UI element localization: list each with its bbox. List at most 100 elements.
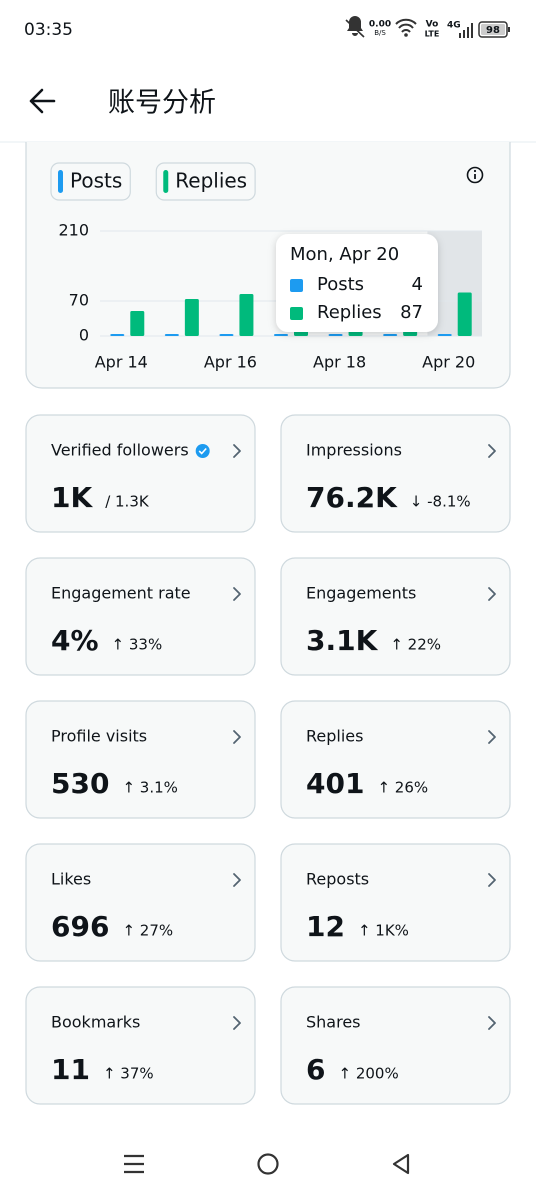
info-icon[interactable] bbox=[466, 166, 484, 184]
verified-badge bbox=[195, 444, 210, 458]
metric-card-bg[interactable] bbox=[25, 843, 256, 962]
battery-tip bbox=[508, 27, 510, 32]
bar bbox=[383, 334, 398, 336]
metric-change: ↑ 1K% bbox=[358, 922, 409, 940]
chevron[interactable] bbox=[233, 873, 241, 887]
metric-card-bg[interactable] bbox=[25, 414, 256, 533]
metric-label: Bookmarks bbox=[51, 1013, 140, 1032]
chevron[interactable] bbox=[233, 444, 241, 458]
mute-icon bbox=[347, 16, 363, 36]
tooltip: Mon, Apr 20 Posts 4 Replies 87 bbox=[276, 234, 438, 332]
chevron[interactable] bbox=[488, 1016, 496, 1030]
net-speed-unit: B/S bbox=[374, 29, 386, 37]
bar bbox=[110, 334, 125, 336]
chevron[interactable] bbox=[233, 587, 241, 601]
bar bbox=[437, 334, 452, 336]
metric-label: Likes bbox=[51, 870, 91, 889]
metric-card-bg[interactable] bbox=[280, 700, 511, 819]
metric-label: Engagement rate bbox=[51, 584, 191, 603]
metric-card[interactable]: Bookmarks 11 ↑ 37% bbox=[25, 986, 256, 1105]
metric-value: 696 bbox=[51, 910, 109, 943]
bar bbox=[328, 334, 343, 336]
wifi-dot bbox=[404, 33, 408, 37]
verified-check bbox=[198, 447, 207, 455]
metric-label: Shares bbox=[306, 1013, 361, 1032]
metric-card[interactable]: Likes 696 ↑ 27% bbox=[25, 843, 256, 962]
legend-label: Posts bbox=[70, 169, 122, 193]
metric-detail: / 1.3K bbox=[105, 493, 150, 511]
metric-card-bg[interactable] bbox=[280, 843, 511, 962]
x-tick-label: Apr 18 bbox=[313, 353, 366, 372]
legend-chip[interactable] bbox=[50, 162, 131, 201]
metric-value: 11 bbox=[51, 1053, 90, 1086]
nav-back[interactable] bbox=[392, 1153, 410, 1175]
metric-value: 530 bbox=[51, 767, 109, 800]
metric-card[interactable]: Impressions 76.2K ↓ -8.1% bbox=[280, 414, 511, 533]
tooltip-swatch bbox=[290, 307, 303, 320]
info-dot[interactable] bbox=[473, 169, 477, 173]
metric-grid: Verified followers 1K / 1.3K Impressions 76.… bbox=[25, 414, 511, 1105]
page-title: 账号分析 bbox=[108, 88, 216, 119]
bar bbox=[130, 311, 145, 336]
metric-label: Engagements bbox=[306, 584, 416, 603]
status-time: 03:35 bbox=[24, 20, 73, 40]
tooltip-box bbox=[276, 234, 438, 332]
metric-change: ↑ 27% bbox=[122, 922, 173, 940]
battery-text: 98 bbox=[486, 25, 500, 36]
metric-card[interactable]: Reposts 12 ↑ 1K% bbox=[280, 843, 511, 962]
metric-change: ↑ 200% bbox=[338, 1065, 398, 1083]
tooltip-value: 4 bbox=[412, 274, 423, 295]
volte-top: Vo bbox=[426, 20, 439, 30]
status-icons: 0.00 B/S Vo LTE 4G 98 bbox=[345, 16, 510, 39]
chevron[interactable] bbox=[488, 730, 496, 744]
metric-value: 3.1K bbox=[306, 624, 379, 657]
x-tick-label: Apr 20 bbox=[422, 353, 475, 372]
metric-card-bg[interactable] bbox=[280, 414, 511, 533]
metric-card[interactable]: Engagements 3.1K ↑ 22% bbox=[280, 557, 511, 676]
legend-swatch bbox=[163, 170, 169, 193]
metric-change: ↑ 37% bbox=[103, 1065, 154, 1083]
metric-card-bg[interactable] bbox=[25, 700, 256, 819]
metric-value: 1K bbox=[51, 481, 93, 514]
chevron[interactable] bbox=[233, 730, 241, 744]
chart: Posts Replies 0 70 210 Apr 14 Apr 16 Apr 18 Apr … bbox=[50, 162, 482, 372]
tooltip-series: Posts bbox=[317, 274, 364, 295]
chevron[interactable] bbox=[488, 444, 496, 458]
metric-value: 12 bbox=[306, 910, 345, 943]
nav-home[interactable] bbox=[257, 1153, 279, 1175]
network-type: 4G bbox=[447, 21, 461, 31]
signal-icon bbox=[459, 23, 473, 38]
legend-chip[interactable] bbox=[155, 162, 256, 201]
metric-card-bg[interactable] bbox=[25, 557, 256, 676]
metric-card[interactable]: Engagement rate 4% ↑ 33% bbox=[25, 557, 256, 676]
metric-value: 4% bbox=[51, 624, 99, 657]
chevron[interactable] bbox=[233, 1016, 241, 1030]
metric-label: Impressions bbox=[306, 441, 402, 460]
nav-menu[interactable] bbox=[124, 1154, 144, 1174]
bar bbox=[219, 334, 234, 336]
metric-card-bg[interactable] bbox=[25, 986, 256, 1105]
mute-slash bbox=[345, 19, 365, 38]
metric-label: Reposts bbox=[306, 870, 369, 889]
metric-label: Replies bbox=[306, 727, 363, 746]
info-circle[interactable] bbox=[466, 166, 484, 184]
bar bbox=[274, 334, 288, 336]
back-button[interactable] bbox=[29, 88, 56, 114]
metric-card-bg[interactable] bbox=[280, 986, 511, 1105]
tooltip-title: Mon, Apr 20 bbox=[290, 244, 399, 265]
bar bbox=[239, 294, 254, 336]
bar bbox=[164, 334, 179, 336]
wifi-icon bbox=[395, 18, 417, 33]
bar bbox=[457, 292, 472, 336]
metric-card[interactable]: Replies 401 ↑ 26% bbox=[280, 700, 511, 819]
metric-card[interactable]: Shares 6 ↑ 200% bbox=[280, 986, 511, 1105]
chevron[interactable] bbox=[488, 873, 496, 887]
chevron[interactable] bbox=[488, 587, 496, 601]
x-tick-label: Apr 14 bbox=[95, 353, 148, 372]
y-tick-label: 70 bbox=[69, 291, 89, 310]
legend-label: Replies bbox=[175, 169, 247, 193]
metric-card[interactable]: Profile visits 530 ↑ 3.1% bbox=[25, 700, 256, 819]
metric-card[interactable]: Verified followers 1K / 1.3K bbox=[25, 414, 256, 533]
metric-card-bg[interactable] bbox=[280, 557, 511, 676]
metric-label: Profile visits bbox=[51, 727, 147, 746]
